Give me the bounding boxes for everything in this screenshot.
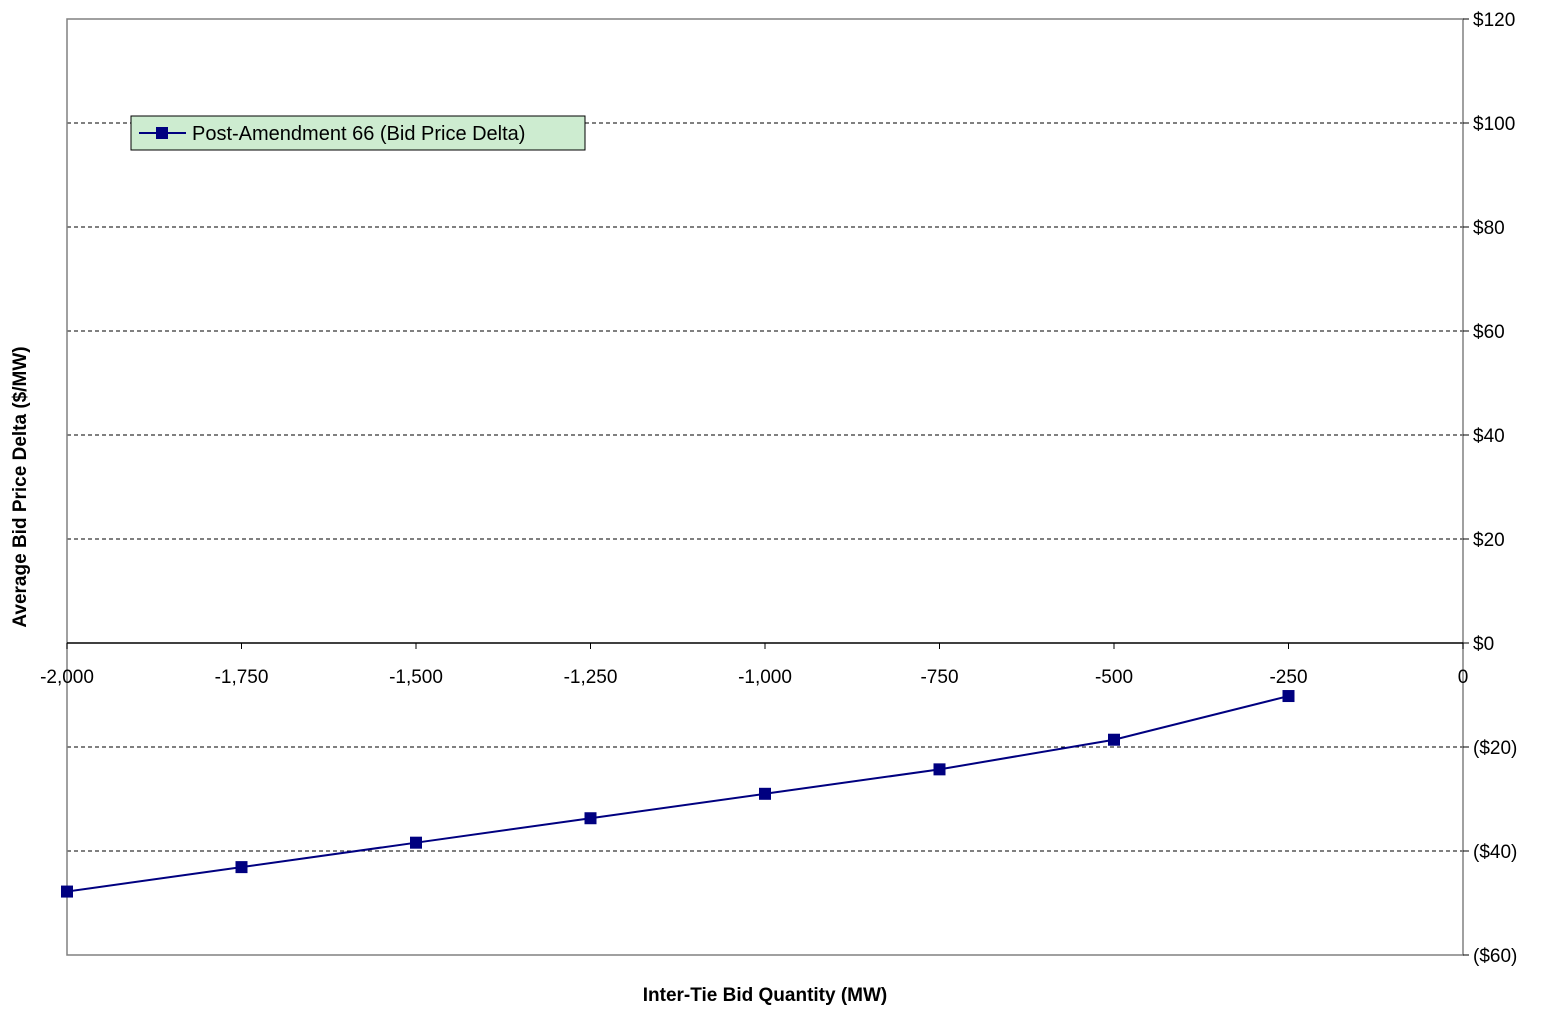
data-point-marker xyxy=(410,836,422,849)
x-tick-label: -1,000 xyxy=(738,667,792,688)
y-tick-label: $40 xyxy=(1473,426,1505,447)
legend: Post-Amendment 66 (Bid Price Delta) xyxy=(130,115,586,151)
gridlines xyxy=(67,122,1463,852)
data-point-marker xyxy=(61,885,73,898)
legend-box xyxy=(130,115,586,151)
x-tick-label: -250 xyxy=(1269,667,1307,688)
y-tick-label: $20 xyxy=(1473,530,1505,551)
data-point-marker xyxy=(1108,733,1120,746)
y-tick-label: $0 xyxy=(1473,634,1494,655)
y-tick-label: $120 xyxy=(1473,10,1515,31)
y-axis-title: Average Bid Price Delta ($/MW) xyxy=(10,346,31,627)
data-point-marker xyxy=(933,763,946,776)
x-tick-label: -1,750 xyxy=(215,667,269,688)
y-tick-label: ($40) xyxy=(1473,842,1517,863)
series-layer xyxy=(61,690,1295,898)
x-axis: -2,000 -1,750 -1,500 -1,250 -1,000 -750 -500 -2… xyxy=(40,643,1468,688)
y-tick-label: ($60) xyxy=(1473,946,1517,967)
y-tick-label: ($20) xyxy=(1473,738,1517,759)
data-point-marker xyxy=(235,861,248,874)
x-tick-label: -1,500 xyxy=(389,667,443,688)
x-tick-label: -500 xyxy=(1095,667,1133,688)
x-tick-label: -750 xyxy=(920,667,958,688)
legend-marker-square xyxy=(156,127,168,139)
data-point-marker xyxy=(1282,690,1295,703)
y-tick-label: $60 xyxy=(1473,322,1505,343)
x-tick-label: 0 xyxy=(1458,667,1469,688)
legend-series-name: Post-Amendment 66 (Bid Price Delta) xyxy=(192,123,525,145)
data-point-marker xyxy=(759,787,771,800)
y-axis: $120 $100 $80 $60 $40 $20 $0 ($20) ($40) ($60) xyxy=(1463,10,1517,967)
x-tick-label: -1,250 xyxy=(564,667,618,688)
y-tick-label: $100 xyxy=(1473,114,1515,135)
series-line xyxy=(66,695,1289,893)
data-point-marker xyxy=(584,812,597,825)
plot-area xyxy=(66,18,1464,956)
x-tick-label: -2,000 xyxy=(40,667,94,688)
y-tick-label: $80 xyxy=(1473,218,1505,239)
x-axis-title: Inter-Tie Bid Quantity (MW) xyxy=(643,985,888,1006)
